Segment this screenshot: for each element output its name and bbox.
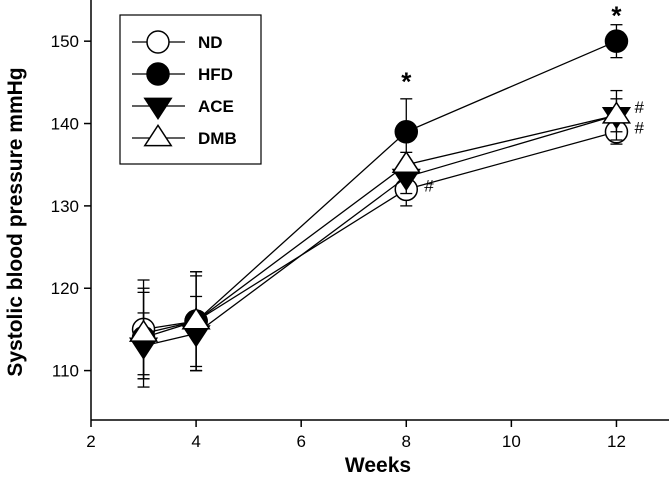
series-layer xyxy=(128,24,632,388)
y-tick-label: 120 xyxy=(51,279,79,298)
data-point xyxy=(181,307,211,330)
legend-marker xyxy=(143,97,173,121)
series-line xyxy=(143,114,617,347)
triangle-up-marker xyxy=(128,319,159,342)
series-line xyxy=(143,40,617,339)
circle-filled-marker xyxy=(394,120,419,144)
significance-star: * xyxy=(401,66,412,96)
legend-label: DMB xyxy=(198,129,237,148)
triangle-up-marker xyxy=(391,150,421,174)
triangle-up-marker xyxy=(143,123,173,147)
legend-label: ACE xyxy=(198,97,234,116)
significance-hash: # xyxy=(424,176,434,195)
legend-entry-nd: ND xyxy=(132,30,223,54)
x-tick-label: 2 xyxy=(86,432,95,451)
annotations: * * # # # xyxy=(401,0,644,195)
legend-label: ND xyxy=(198,33,223,52)
axes: 2 4 6 8 10 12 110 120 130 140 150 xyxy=(51,0,669,451)
significance-hash: # xyxy=(634,98,644,117)
triangle-up-marker xyxy=(181,307,211,330)
x-tick-label: 10 xyxy=(502,432,521,451)
significance-star: * xyxy=(611,0,622,30)
significance-hash: # xyxy=(634,119,644,138)
triangle-down-marker xyxy=(143,97,173,121)
legend-marker xyxy=(143,123,173,147)
circle-filled-marker xyxy=(146,62,170,86)
y-tick-label: 130 xyxy=(51,197,79,216)
series-dmb xyxy=(128,89,632,376)
y-tick-label: 110 xyxy=(52,362,79,381)
legend: ND HFD ACE DMB xyxy=(119,14,262,165)
series-line xyxy=(143,114,617,335)
y-tick-label: 140 xyxy=(51,115,79,134)
circle-filled-marker xyxy=(604,29,629,53)
y-tick-label: 150 xyxy=(51,32,79,51)
data-point xyxy=(394,120,419,144)
legend-box xyxy=(119,14,262,165)
x-tick-label: 4 xyxy=(191,432,200,451)
data-point xyxy=(391,150,421,174)
legend-marker xyxy=(146,62,170,86)
y-axis-title: Systolic blood pressure mmHg xyxy=(4,67,27,376)
x-tick-label: 8 xyxy=(402,432,411,451)
data-point xyxy=(604,29,629,53)
legend-entry-ace: ACE xyxy=(132,97,234,121)
data-point xyxy=(128,319,159,342)
circle-open-marker xyxy=(146,30,170,54)
legend-marker xyxy=(146,30,170,54)
data-point xyxy=(601,101,632,124)
legend-entry-hfd: HFD xyxy=(132,62,233,86)
x-tick-label: 6 xyxy=(296,432,305,451)
x-tick-label: 12 xyxy=(607,432,626,451)
legend-label: HFD xyxy=(198,65,233,84)
legend-entry-dmb: DMB xyxy=(132,123,237,148)
x-axis-title: Weeks xyxy=(345,454,411,477)
triangle-up-marker xyxy=(601,101,632,124)
